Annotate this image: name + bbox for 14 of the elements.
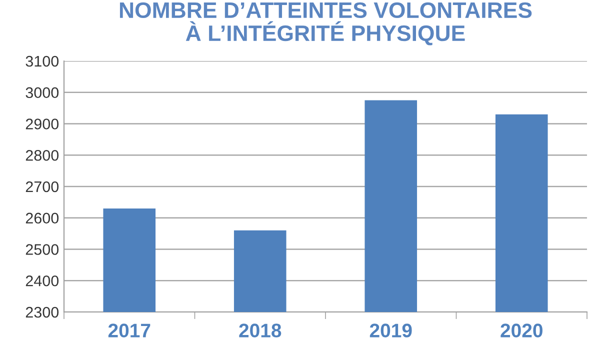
y-tick-label: 3000 [26,87,59,98]
y-tick-label: 2600 [26,212,59,224]
y-tick-label: 2800 [26,150,59,161]
x-tick-label: 2017 [108,324,150,338]
x-tick-label: 2018 [239,324,282,338]
x-tick-label: 2019 [370,324,412,338]
y-tick-label: 2400 [26,275,59,286]
y-tick-label: 2500 [26,244,59,255]
y-tick-label: 2900 [26,118,59,130]
y-tick-label: 2700 [26,181,59,192]
x-tick-label: 2020 [500,324,542,338]
y-tick-label: 3100 [26,56,59,67]
y-tick-label: 2300 [26,306,59,318]
chart-title: NOMBRE D’ATTEINTES VOLONTAIRES À L’INTÉGRITÉ PHYSIQUE [120,2,532,46]
